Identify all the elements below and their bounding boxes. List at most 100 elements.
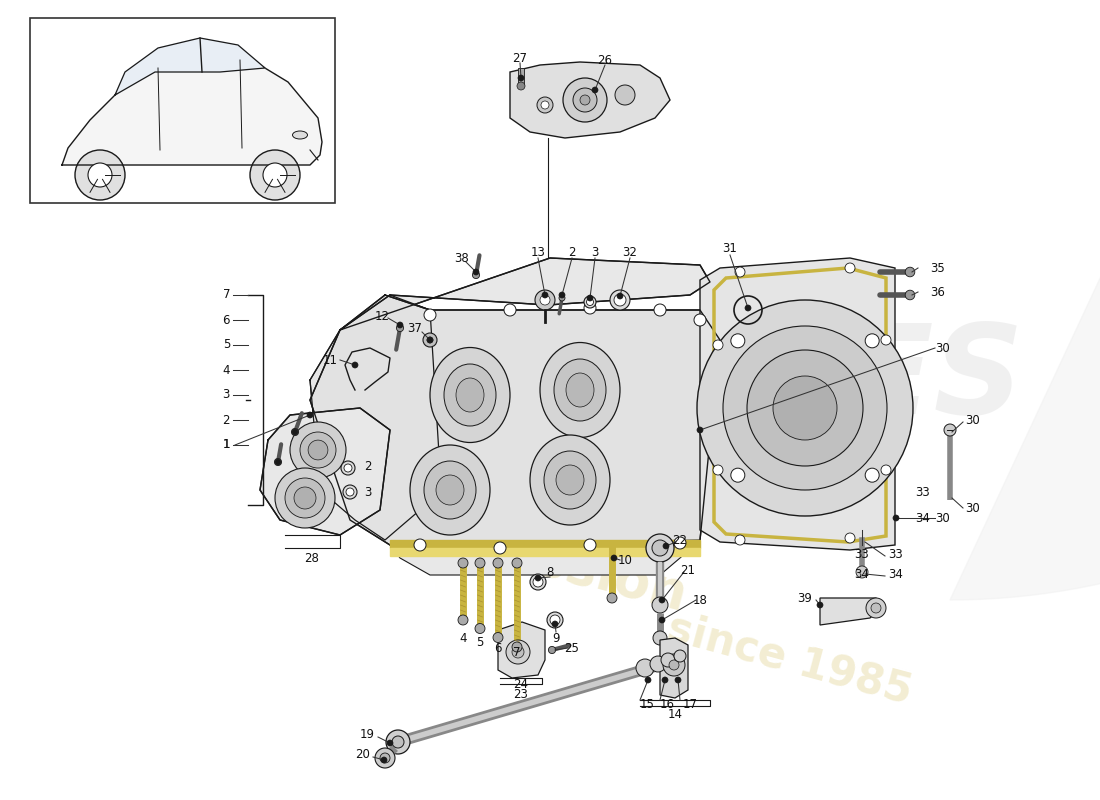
Text: 9: 9: [552, 631, 560, 645]
Polygon shape: [340, 258, 710, 330]
Circle shape: [580, 95, 590, 105]
Text: 26: 26: [597, 54, 613, 66]
Circle shape: [512, 646, 524, 658]
Text: 7: 7: [222, 289, 230, 302]
Text: 19: 19: [360, 729, 375, 742]
Circle shape: [386, 730, 410, 754]
Circle shape: [512, 558, 522, 568]
Circle shape: [292, 429, 298, 435]
Polygon shape: [260, 408, 390, 535]
Ellipse shape: [456, 378, 484, 412]
Circle shape: [537, 97, 553, 113]
Circle shape: [773, 376, 837, 440]
Circle shape: [652, 540, 668, 556]
Circle shape: [674, 537, 686, 549]
Circle shape: [541, 101, 549, 109]
Circle shape: [584, 539, 596, 551]
Circle shape: [427, 337, 433, 343]
Circle shape: [458, 558, 468, 568]
Circle shape: [735, 535, 745, 545]
Text: 30: 30: [935, 342, 949, 354]
Polygon shape: [820, 598, 882, 625]
Text: 30: 30: [935, 511, 949, 525]
Circle shape: [735, 267, 745, 277]
Circle shape: [493, 633, 503, 642]
Text: 24: 24: [514, 678, 528, 691]
Circle shape: [414, 539, 426, 551]
Text: 36: 36: [930, 286, 945, 298]
Circle shape: [427, 337, 433, 343]
Circle shape: [512, 642, 522, 652]
Text: 39: 39: [798, 591, 812, 605]
Text: 6: 6: [494, 642, 502, 654]
Circle shape: [346, 488, 354, 496]
Circle shape: [559, 295, 565, 301]
Circle shape: [944, 424, 956, 436]
Text: 28: 28: [305, 551, 319, 565]
Circle shape: [473, 269, 478, 275]
Circle shape: [713, 340, 723, 350]
Text: 37: 37: [408, 322, 422, 334]
Text: 33: 33: [888, 549, 903, 562]
Text: a passion: a passion: [407, 498, 693, 622]
Circle shape: [584, 296, 596, 308]
Circle shape: [905, 267, 915, 277]
Text: 3: 3: [592, 246, 598, 258]
Ellipse shape: [566, 373, 594, 407]
Circle shape: [504, 304, 516, 316]
Polygon shape: [390, 540, 700, 575]
Circle shape: [652, 597, 668, 613]
Circle shape: [645, 677, 651, 683]
Text: 7: 7: [514, 646, 520, 659]
Text: 13: 13: [530, 246, 546, 258]
Circle shape: [341, 461, 355, 475]
Ellipse shape: [530, 435, 610, 525]
Text: 38: 38: [454, 251, 470, 265]
Circle shape: [659, 617, 666, 623]
Circle shape: [636, 659, 654, 677]
Text: 3: 3: [364, 486, 372, 498]
Circle shape: [308, 440, 328, 460]
Text: 5: 5: [222, 338, 230, 351]
Bar: [30, 18, 335, 203]
Polygon shape: [390, 540, 700, 548]
Circle shape: [275, 459, 280, 465]
Circle shape: [344, 464, 352, 472]
Circle shape: [654, 304, 666, 316]
Text: 16: 16: [660, 698, 675, 710]
Circle shape: [584, 302, 596, 314]
Circle shape: [493, 558, 503, 568]
Text: 22: 22: [672, 534, 688, 546]
Circle shape: [263, 163, 287, 187]
Text: 11: 11: [322, 354, 338, 366]
Ellipse shape: [444, 364, 496, 426]
Circle shape: [845, 263, 855, 273]
Text: 4: 4: [460, 631, 466, 645]
Text: 1: 1: [222, 438, 230, 451]
Text: 34: 34: [855, 569, 869, 582]
Circle shape: [713, 465, 723, 475]
Circle shape: [694, 314, 706, 326]
Circle shape: [563, 78, 607, 122]
Bar: [518, 68, 524, 86]
Ellipse shape: [424, 461, 476, 519]
Circle shape: [392, 736, 404, 748]
Text: 33: 33: [915, 486, 930, 498]
Text: 18: 18: [693, 594, 707, 606]
Text: 1: 1: [222, 438, 230, 451]
Circle shape: [610, 290, 630, 310]
Circle shape: [75, 150, 125, 200]
Circle shape: [697, 300, 913, 516]
Circle shape: [845, 533, 855, 543]
Circle shape: [494, 542, 506, 554]
Circle shape: [307, 412, 314, 418]
Circle shape: [534, 577, 543, 587]
Text: 34: 34: [888, 567, 903, 581]
Circle shape: [675, 677, 681, 683]
Circle shape: [458, 615, 468, 625]
Text: 6: 6: [222, 314, 230, 326]
Text: 2: 2: [222, 414, 230, 426]
Polygon shape: [116, 38, 265, 95]
Circle shape: [663, 543, 669, 549]
Text: 8: 8: [547, 566, 553, 578]
